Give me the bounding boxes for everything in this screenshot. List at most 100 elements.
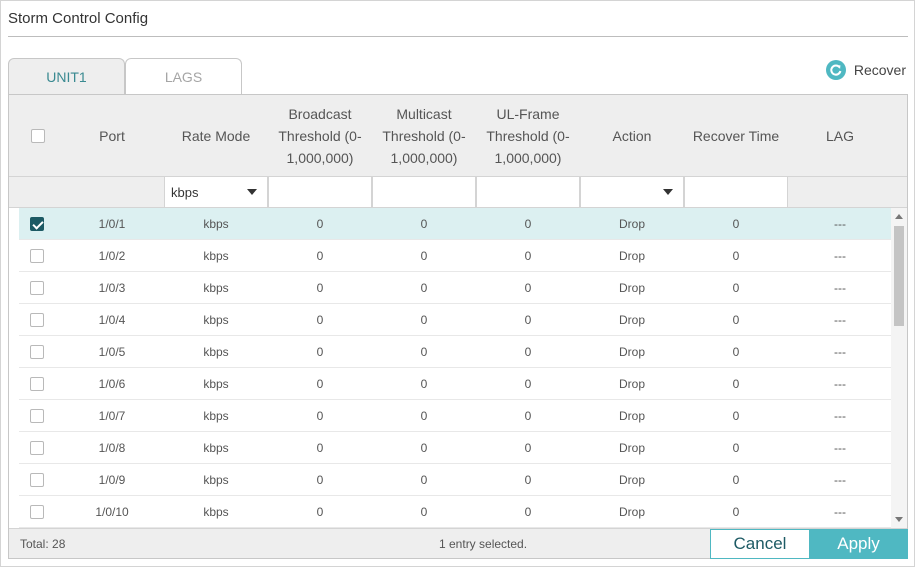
row-select-cell: [19, 208, 55, 239]
ul-frame-threshold-cell: 0: [524, 408, 532, 423]
filter-row: kbps: [9, 176, 907, 208]
tab-unit1[interactable]: UNIT1: [8, 58, 125, 95]
recover-time-input[interactable]: [684, 177, 788, 207]
table-row[interactable]: 1/0/5 kbps 0 0 0 Drop 0 ---: [19, 336, 891, 368]
cancel-button[interactable]: Cancel: [710, 529, 810, 559]
lag-cell: ---: [834, 472, 846, 487]
action-cell: Drop: [618, 216, 645, 231]
lag-cell: ---: [834, 376, 846, 391]
table-row[interactable]: 1/0/2 kbps 0 0 0 Drop 0 ---: [19, 240, 891, 272]
ul-frame-threshold-cell: 0: [524, 248, 532, 263]
ul-frame-threshold-input[interactable]: [476, 177, 580, 207]
table-row[interactable]: 1/0/9 kbps 0 0 0 Drop 0 ---: [19, 464, 891, 496]
rate-mode-filter-value: kbps: [171, 184, 199, 200]
action-cell: Drop: [618, 408, 645, 423]
scroll-up-icon[interactable]: [895, 214, 903, 219]
select-all-checkbox[interactable]: [31, 128, 45, 143]
row-checkbox[interactable]: [30, 216, 44, 231]
ul-frame-threshold-cell: 0: [524, 312, 532, 327]
recover-time-cell: 0: [732, 216, 740, 231]
storm-control-table: Port Rate Mode Broadcast Threshold (0- 1…: [8, 94, 908, 559]
ul-frame-threshold-cell: 0: [524, 280, 532, 295]
recover-time-cell: 0: [732, 344, 740, 359]
row-checkbox[interactable]: [30, 376, 44, 391]
row-checkbox[interactable]: [30, 408, 44, 423]
rate-mode-cell: kbps: [203, 216, 229, 231]
apply-button[interactable]: Apply: [809, 529, 908, 559]
tab-lags[interactable]: LAGS: [125, 58, 242, 95]
row-select-cell: [19, 272, 55, 303]
action-cell: Drop: [618, 280, 645, 295]
broadcast-threshold-cell: 0: [316, 472, 324, 487]
column-header-broadcast: Broadcast Threshold (0- 1,000,000): [278, 105, 362, 166]
row-select-cell: [19, 240, 55, 271]
total-count: Total: 28: [20, 537, 66, 551]
recover-time-cell: 0: [732, 472, 740, 487]
rate-mode-cell: kbps: [203, 248, 229, 263]
row-select-cell: [19, 368, 55, 399]
broadcast-threshold-cell: 0: [316, 248, 324, 263]
row-checkbox[interactable]: [30, 344, 44, 359]
lag-cell: ---: [834, 440, 846, 455]
lag-cell: ---: [834, 344, 846, 359]
table-row[interactable]: 1/0/6 kbps 0 0 0 Drop 0 ---: [19, 368, 891, 400]
recover-time-cell: 0: [732, 440, 740, 455]
row-checkbox[interactable]: [30, 440, 44, 455]
action-cell: Drop: [618, 312, 645, 327]
table-row[interactable]: 1/0/10 kbps 0 0 0 Drop 0 ---: [19, 496, 891, 528]
multicast-threshold-input[interactable]: [372, 177, 476, 207]
table-row[interactable]: 1/0/3 kbps 0 0 0 Drop 0 ---: [19, 272, 891, 304]
port-cell: 1/0/3: [98, 280, 126, 295]
broadcast-threshold-cell: 0: [316, 280, 324, 295]
recover-time-cell: 0: [732, 504, 740, 519]
ul-frame-threshold-cell: 0: [524, 472, 532, 487]
row-checkbox[interactable]: [30, 504, 44, 519]
scroll-thumb[interactable]: [894, 226, 904, 326]
row-select-cell: [19, 336, 55, 367]
select-all-cell: [29, 95, 47, 176]
rate-mode-cell: kbps: [203, 440, 229, 455]
action-cell: Drop: [618, 504, 645, 519]
recover-time-cell: 0: [732, 376, 740, 391]
table-row[interactable]: 1/0/1 kbps 0 0 0 Drop 0 ---: [19, 208, 891, 240]
row-select-cell: [19, 464, 55, 495]
ul-frame-threshold-cell: 0: [524, 216, 532, 231]
ul-frame-threshold-cell: 0: [524, 504, 532, 519]
vertical-scrollbar[interactable]: [891, 208, 907, 528]
rate-mode-cell: kbps: [203, 344, 229, 359]
rate-mode-cell: kbps: [203, 472, 229, 487]
scroll-down-icon[interactable]: [895, 517, 903, 522]
table-row[interactable]: 1/0/7 kbps 0 0 0 Drop 0 ---: [19, 400, 891, 432]
table-row[interactable]: 1/0/4 kbps 0 0 0 Drop 0 ---: [19, 304, 891, 336]
row-select-cell: [19, 400, 55, 431]
action-cell: Drop: [618, 248, 645, 263]
broadcast-threshold-input[interactable]: [268, 177, 372, 207]
rate-mode-cell: kbps: [203, 280, 229, 295]
column-header-recover-time: Recover Time: [692, 127, 780, 144]
rate-mode-filter-select[interactable]: kbps: [164, 177, 268, 207]
row-checkbox[interactable]: [30, 312, 44, 327]
lag-cell: ---: [834, 280, 846, 295]
row-checkbox[interactable]: [30, 248, 44, 263]
lag-cell: ---: [834, 216, 846, 231]
row-select-cell: [19, 496, 55, 527]
multicast-threshold-cell: 0: [420, 216, 428, 231]
port-cell: 1/0/10: [95, 504, 129, 519]
row-checkbox[interactable]: [30, 472, 44, 487]
column-header-lag: LAG: [825, 127, 854, 144]
table-row[interactable]: 1/0/8 kbps 0 0 0 Drop 0 ---: [19, 432, 891, 464]
action-filter-select[interactable]: [580, 177, 684, 207]
selection-status: 1 entry selected.: [439, 537, 528, 551]
multicast-threshold-cell: 0: [420, 280, 428, 295]
recover-time-cell: 0: [732, 408, 740, 423]
column-header-action: Action: [612, 127, 652, 144]
broadcast-threshold-cell: 0: [316, 408, 324, 423]
rate-mode-cell: kbps: [203, 376, 229, 391]
action-cell: Drop: [618, 440, 645, 455]
row-checkbox[interactable]: [30, 280, 44, 295]
ul-frame-threshold-cell: 0: [524, 344, 532, 359]
multicast-threshold-cell: 0: [420, 312, 428, 327]
recover-button[interactable]: Recover: [825, 60, 906, 80]
broadcast-threshold-cell: 0: [316, 376, 324, 391]
